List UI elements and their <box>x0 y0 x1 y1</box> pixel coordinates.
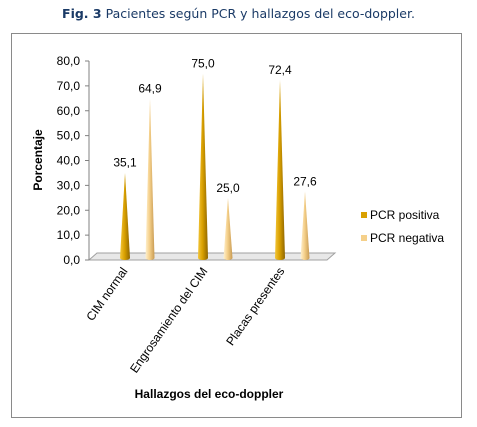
bar-pcr-negativa-0 <box>145 98 155 260</box>
x-tick-label: CIM normal <box>83 265 130 324</box>
data-label: 72,4 <box>268 63 292 77</box>
y-tick-label: 0,0 <box>63 253 80 267</box>
legend-swatch-pcr-negativa <box>361 235 367 241</box>
chart-frame <box>11 33 462 418</box>
y-tick-label: 60,0 <box>57 104 81 118</box>
y-tick-group: 0,0 10,0 20,0 30,0 40,0 50,0 60,0 70,0 80,0 <box>57 54 89 267</box>
figure-title: Pacientes según PCR y hallazgos del eco-… <box>105 6 415 21</box>
x-axis-title: Hallazgos del eco-doppler <box>135 387 284 401</box>
data-label: 35,1 <box>113 156 137 170</box>
legend: PCR positiva PCR negativa <box>361 208 444 245</box>
bar-pcr-positiva-0 <box>120 172 130 260</box>
y-tick-label: 70,0 <box>57 79 81 93</box>
data-label: 75,0 <box>191 56 215 70</box>
bar-pcr-positiva-2 <box>275 79 285 260</box>
figure-number: Fig. 3 <box>62 6 102 21</box>
bar-pcr-negativa-1 <box>223 197 233 260</box>
legend-label-pcr-negativa: PCR negativa <box>370 231 444 245</box>
x-tick-label: Engrosamiento del CIM <box>127 265 210 376</box>
y-tick-label: 20,0 <box>57 203 81 217</box>
bar-group: 35,1 75,0 72,4 64,9 25,0 27,6 <box>113 56 317 260</box>
bar-pcr-positiva-1 <box>198 73 208 260</box>
x-tick-label: Placas presentes <box>223 265 287 348</box>
y-tick-label: 80,0 <box>57 54 81 68</box>
data-label: 25,0 <box>216 181 240 195</box>
y-axis-title: Porcentaje <box>31 129 45 191</box>
y-tick-label: 40,0 <box>57 154 81 168</box>
bar-pcr-negativa-2 <box>300 191 310 260</box>
legend-label-pcr-positiva: PCR positiva <box>370 208 440 222</box>
y-tick-label: 10,0 <box>57 228 81 242</box>
legend-swatch-pcr-positiva <box>361 212 367 218</box>
figure-caption: Fig. 3 Pacientes según PCR y hallazgos d… <box>0 6 477 21</box>
data-label: 27,6 <box>293 174 317 188</box>
y-tick-label: 50,0 <box>57 129 81 143</box>
data-label: 64,9 <box>138 82 162 96</box>
y-tick-label: 30,0 <box>57 178 81 192</box>
